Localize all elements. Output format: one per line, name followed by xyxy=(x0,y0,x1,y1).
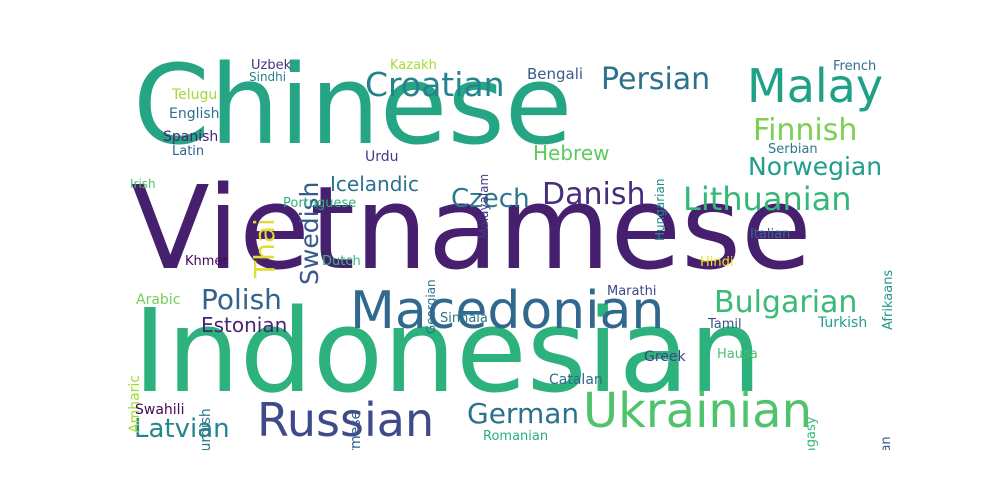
word-finnish: Finnish xyxy=(753,113,858,148)
word-danish: Danish xyxy=(542,177,646,212)
word-czech: Czech xyxy=(451,184,530,214)
word-russian: Russian xyxy=(257,393,435,447)
word-khmer: Khmer xyxy=(185,254,228,269)
word-cloud: Chinese Vietnamese Indonesian Macedonian… xyxy=(125,50,900,450)
word-chinese: Chinese xyxy=(133,50,573,169)
word-uzbek: Uzbek xyxy=(251,58,292,73)
word-icelandic: Icelandic xyxy=(330,172,419,196)
word-telugu: Telugu xyxy=(172,87,218,103)
word-polish: Polish xyxy=(201,283,282,316)
word-catalan: Catalan xyxy=(549,372,603,388)
word-lithuanian: Lithuanian xyxy=(683,180,852,218)
word-latin: Latin xyxy=(172,144,205,159)
word-hungarian: Hungarian xyxy=(653,178,667,241)
word-latvian: Latvian xyxy=(134,414,230,444)
word-bulgarian: Bulgarian xyxy=(714,285,858,320)
word-croatian: Croatian xyxy=(365,65,505,104)
word-sindhi: Sindhi xyxy=(249,70,287,84)
word-spanish: Spanish xyxy=(163,129,219,145)
word-georgian: Georgian xyxy=(424,279,438,334)
word-burmese: Burmese xyxy=(348,410,364,450)
word-kurdish: Kurdish xyxy=(198,408,214,450)
word-thai: Thai xyxy=(248,218,281,278)
word-turkish: Turkish xyxy=(818,315,868,331)
word-malagasy: Malagasy xyxy=(804,416,819,450)
word-belarusian: Belarusian xyxy=(879,436,894,450)
word-serbian: Serbian xyxy=(768,142,818,157)
word-french: French xyxy=(833,59,877,74)
word-vietnamese: Vietnamese xyxy=(131,162,812,296)
word-persian: Persian xyxy=(601,62,711,97)
word-ukrainian: Ukrainian xyxy=(583,383,813,439)
word-dutch: Dutch xyxy=(322,254,361,269)
word-kazakh: Kazakh xyxy=(390,58,437,73)
word-english: English xyxy=(169,106,220,122)
word-swahili: Swahili xyxy=(135,402,185,418)
word-estonian: Estonian xyxy=(201,313,288,337)
word-hebrew: Hebrew xyxy=(533,141,610,165)
word-norwegian: Norwegian xyxy=(748,152,883,181)
word-urdu: Urdu xyxy=(365,149,399,165)
word-indonesian: Indonesian xyxy=(133,285,763,419)
word-italian: Italian xyxy=(750,227,791,242)
word-macedonian: Macedonian xyxy=(350,281,665,341)
word-marathi: Marathi xyxy=(607,284,657,299)
word-greek: Greek xyxy=(644,349,686,365)
word-arabic: Arabic xyxy=(136,292,181,308)
word-german: German xyxy=(467,397,580,430)
word-sinhala: Sinhala xyxy=(440,311,488,326)
word-portuguese: Portuguese xyxy=(283,196,357,211)
word-malayalam: Malayalam xyxy=(477,173,491,239)
word-hindi: Hindi xyxy=(700,255,734,270)
word-irish: Irish xyxy=(130,177,156,191)
word-bengali: Bengali xyxy=(527,65,584,83)
word-hausa: Hausa xyxy=(717,347,758,362)
word-afrikaans: Afrikaans xyxy=(881,269,896,330)
word-malay: Malay xyxy=(747,59,884,113)
word-romanian: Romanian xyxy=(483,429,549,444)
word-tamil: Tamil xyxy=(708,317,742,332)
